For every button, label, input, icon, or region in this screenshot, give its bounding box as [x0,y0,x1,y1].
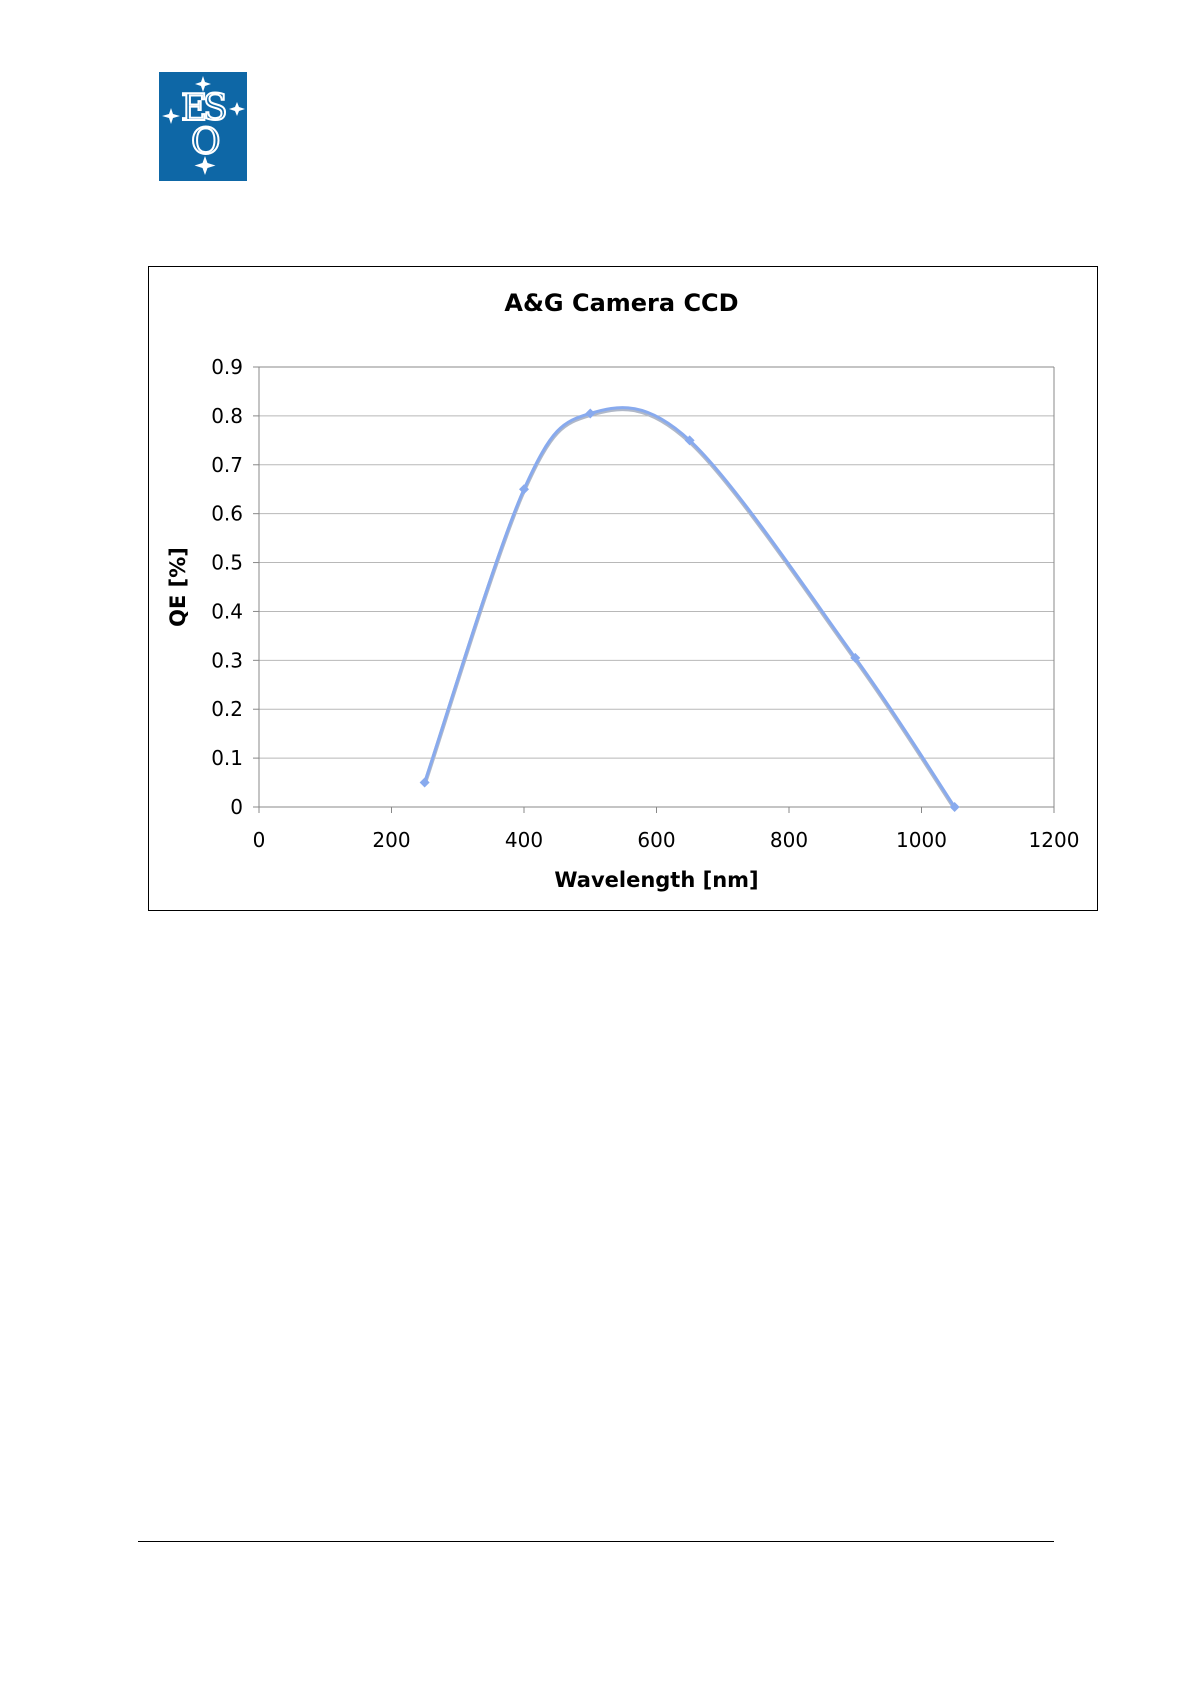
data-point [419,777,430,788]
y-tick-label: 0.4 [211,599,243,623]
y-tick-label: 0.3 [211,648,243,672]
y-tick-label: 0.6 [211,502,243,526]
chart-title: A&G Camera CCD [504,289,738,317]
y-tick-label: 0.2 [211,697,243,721]
x-tick-label: 0 [253,828,266,852]
y-tick-label: 0 [230,795,243,819]
data-point [949,802,960,812]
y-tick-label: 0.1 [211,746,243,770]
footer-divider [138,1541,1054,1542]
y-tick-label: 0.8 [211,404,243,428]
svg-text:O: O [191,122,221,163]
data-point [684,435,695,446]
x-tick-label: 800 [770,828,808,852]
x-tick-label: 1000 [896,828,947,852]
x-axis-label: Wavelength [nm] [554,868,758,892]
series-line [423,406,956,808]
y-tick-label: 0.7 [211,453,243,477]
x-tick-label: 200 [372,828,410,852]
svg-text:S: S [203,88,228,129]
x-tick-label: 600 [637,828,675,852]
data-point [585,408,596,419]
x-tick-label: 400 [505,828,543,852]
qe-chart: A&G Camera CCD 0 0.1 0.2 0.3 0.4 0.5 0.6 0.7 0.8 0… [166,289,1080,892]
chart-frame: A&G Camera CCD 0 0.1 0.2 0.3 0.4 0.5 0.6 0.7 0.8 0… [148,266,1098,911]
x-tick-label: 1200 [1029,828,1080,852]
y-tick-label: 0.5 [211,551,243,575]
eso-logo: E S O [159,72,247,181]
data-point [850,652,861,663]
y-axis-label: QE [%] [166,547,190,627]
series-shadow [422,407,957,810]
svg-text:E: E [181,88,207,129]
y-tick-label: 0.9 [211,355,243,379]
data-point [519,484,529,495]
